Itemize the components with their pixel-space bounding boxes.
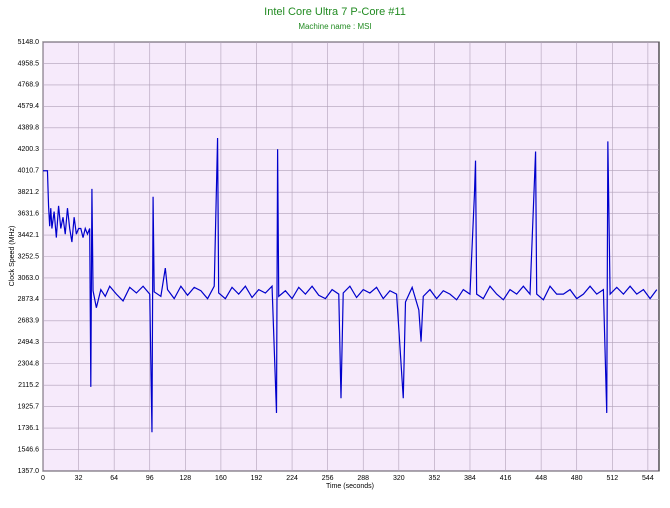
data-line xyxy=(43,137,658,433)
x-tick-label: 224 xyxy=(286,475,298,482)
y-tick-label: 2683.9 xyxy=(18,318,40,325)
y-tick-label: 1546.6 xyxy=(18,446,40,453)
x-tick-label: 64 xyxy=(110,475,118,482)
x-tick-label: 512 xyxy=(606,475,618,482)
x-tick-label: 96 xyxy=(146,475,154,482)
x-tick-label: 448 xyxy=(535,475,547,482)
x-tick-label: 256 xyxy=(322,475,334,482)
chart-title: Intel Core Ultra 7 P-Core #11 xyxy=(264,6,406,18)
y-tick-label: 4389.8 xyxy=(18,125,40,132)
y-tick-label: 4579.4 xyxy=(18,103,40,110)
y-tick-label: 3631.6 xyxy=(18,210,40,217)
y-tick-label: 2115.2 xyxy=(18,382,39,389)
x-tick-label: 416 xyxy=(500,475,512,482)
chart-subtitle: Machine name : MSI xyxy=(298,22,371,31)
y-tick-label: 3821.2 xyxy=(18,189,40,196)
y-tick-label: 4768.9 xyxy=(18,82,40,89)
x-tick-label: 0 xyxy=(41,475,45,482)
y-tick-label: 2304.8 xyxy=(18,361,40,368)
x-tick-label: 160 xyxy=(215,475,227,482)
y-tick-label: 1736.1 xyxy=(18,425,40,432)
y-tick-label: 1925.7 xyxy=(18,403,40,410)
y-tick-label: 2873.4 xyxy=(18,296,40,303)
x-tick-label: 192 xyxy=(251,475,263,482)
x-tick-label: 480 xyxy=(571,475,583,482)
y-axis-label: Clock Speed (MHz) xyxy=(9,226,16,287)
y-tick-label: 5148.0 xyxy=(18,39,40,46)
y-tick-label: 4958.5 xyxy=(18,60,40,67)
x-tick-label: 32 xyxy=(75,475,83,482)
x-tick-label: 544 xyxy=(642,475,654,482)
x-tick-label: 352 xyxy=(429,475,441,482)
y-tick-label: 4010.7 xyxy=(18,168,40,175)
x-tick-label: 288 xyxy=(357,475,369,482)
y-tick-label: 1357.0 xyxy=(18,468,40,475)
x-tick-label: 384 xyxy=(464,475,476,482)
x-axis-label: Time (seconds) xyxy=(326,483,374,490)
y-tick-label: 3063.0 xyxy=(18,275,40,282)
y-tick-label: 3252.5 xyxy=(18,253,40,260)
x-tick-label: 128 xyxy=(179,475,191,482)
y-tick-label: 4200.3 xyxy=(18,146,40,153)
y-tick-label: 3442.1 xyxy=(18,232,40,239)
y-tick-label: 2494.3 xyxy=(18,339,40,346)
x-tick-label: 320 xyxy=(393,475,405,482)
